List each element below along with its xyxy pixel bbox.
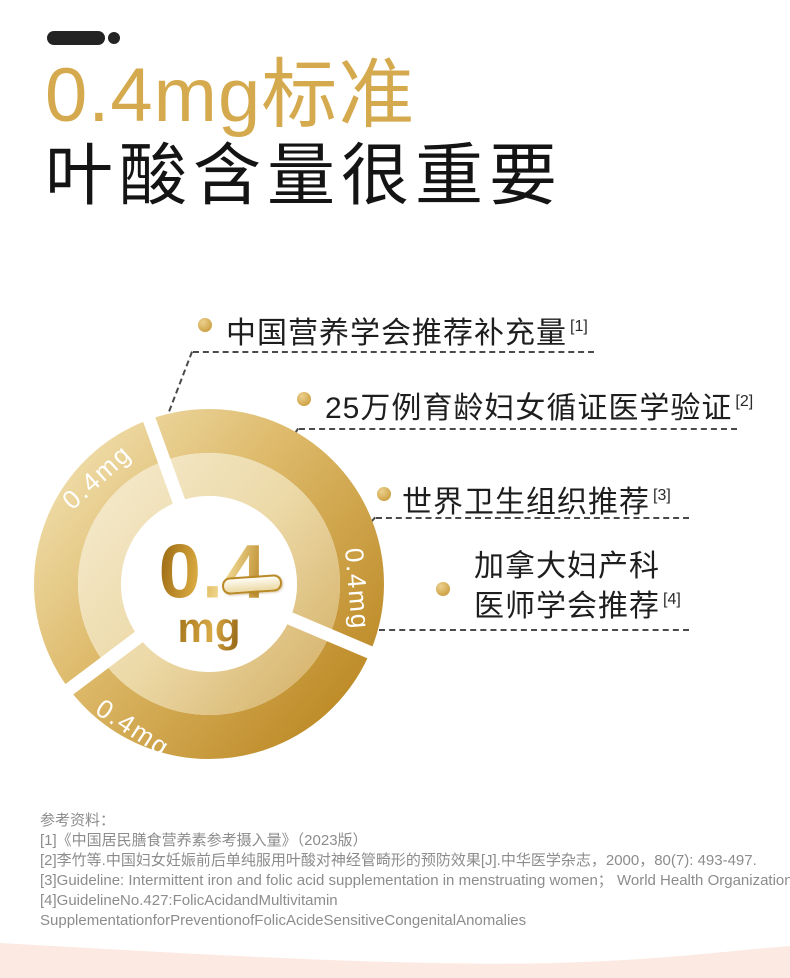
brand-logo-bar-icon bbox=[47, 31, 105, 45]
connector-line-3 bbox=[376, 517, 689, 519]
callout-3-label: 世界卫生组织推荐 bbox=[402, 486, 650, 519]
callout-2-bullet-icon bbox=[297, 392, 311, 406]
callout-4-text: 加拿大妇产科 医师学会推荐 [4] bbox=[474, 547, 681, 632]
callout-4-bullet-icon bbox=[436, 582, 450, 596]
brand-logo-dot-icon bbox=[108, 32, 120, 44]
references-block: 参考资料： [1]《中国居民膳食营养素参考摄入量》（2023版） [2]李竹等.… bbox=[40, 811, 790, 931]
callout-3-text: 世界卫生组织推荐 [3] bbox=[402, 477, 671, 521]
donut-rings bbox=[34, 406, 384, 759]
connector-line-1 bbox=[193, 351, 594, 353]
callout-1-text: 中国营养学会推荐补充量 [1] bbox=[226, 308, 588, 352]
references-heading: 参考资料： bbox=[40, 812, 116, 829]
callout-4-superscript: [4] bbox=[663, 591, 681, 608]
center-dosage-unit: mg bbox=[177, 604, 241, 651]
reference-item-4-continued: SupplementationforPreventionofFolicAcide… bbox=[40, 912, 527, 929]
center-dosage-value: 0.4 bbox=[158, 529, 268, 615]
dosage-donut-chart: 0.4mg 0.4mg 0.4mg 0.4 mg bbox=[34, 406, 384, 763]
callout-3-superscript: [3] bbox=[653, 487, 671, 504]
headline-black: 叶酸含量很重要 bbox=[45, 138, 564, 214]
callout-2-superscript: [2] bbox=[735, 393, 754, 410]
reference-item-3: [3]Guideline: Intermittent iron and foli… bbox=[40, 872, 790, 889]
reference-item-2: [2]李竹等.中国妇女妊娠前后单纯服用叶酸对神经管畸形的预防效果[J].中华医学… bbox=[40, 852, 757, 869]
connector-line-2 bbox=[299, 428, 737, 430]
callout-2-text: 25万例育龄妇女循证医学验证 [2] bbox=[325, 383, 753, 427]
callout-4-label-line1: 加拿大妇产科 bbox=[474, 550, 660, 583]
callout-1-superscript: [1] bbox=[570, 318, 588, 335]
reference-item-4: [4]GuidelineNo.427:FolicAcidandMultivita… bbox=[40, 892, 338, 909]
callout-1-label: 中国营养学会推荐补充量 bbox=[226, 317, 567, 350]
connector-line-4 bbox=[379, 629, 689, 631]
callout-2-label: 25万例育龄妇女循证医学验证 bbox=[325, 392, 733, 425]
footer-wave-decoration bbox=[0, 943, 790, 978]
callout-4-label-line2: 医师学会推荐 [4] bbox=[474, 590, 681, 623]
callout-3-bullet-icon bbox=[377, 487, 391, 501]
connector-line-1-diagonal bbox=[168, 351, 193, 412]
callout-1-bullet-icon bbox=[198, 318, 212, 332]
reference-item-1: [1]《中国居民膳食营养素参考摄入量》（2023版） bbox=[40, 832, 368, 849]
headline-gold: 0.4mg标准 bbox=[45, 53, 416, 138]
